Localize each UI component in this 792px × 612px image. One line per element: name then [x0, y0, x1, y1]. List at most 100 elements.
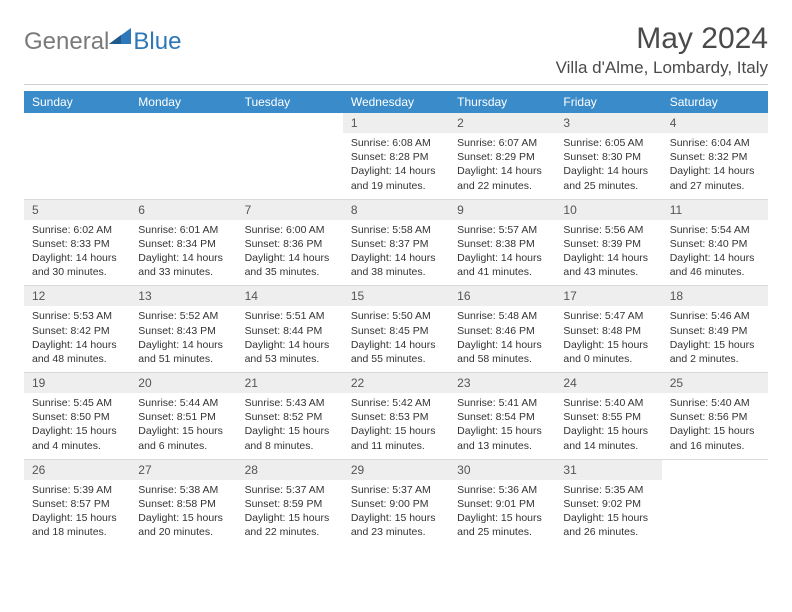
detail-line: and 25 minutes. — [457, 525, 549, 539]
detail-line: Daylight: 14 hours — [351, 251, 443, 265]
detail-line: Sunrise: 5:51 AM — [245, 309, 337, 323]
day-number-bar: 8 — [343, 200, 449, 220]
detail-line: Sunrise: 5:37 AM — [245, 483, 337, 497]
day-cell: 1 Sunrise: 6:08 AMSunset: 8:28 PMDaylight… — [343, 113, 449, 200]
detail-line: Daylight: 14 hours — [457, 164, 549, 178]
day-cell: 13Sunrise: 5:52 AMSunset: 8:43 PMDayligh… — [130, 286, 236, 373]
detail-line: and 6 minutes. — [138, 439, 230, 453]
day-number-bar: 22 — [343, 373, 449, 393]
day-number-bar: 7 — [237, 200, 343, 220]
detail-line: Sunrise: 5:50 AM — [351, 309, 443, 323]
detail-line: Sunrise: 6:08 AM — [351, 136, 443, 150]
day-number-bar: 27 — [130, 460, 236, 480]
detail-line: and 4 minutes. — [32, 439, 124, 453]
detail-line: Daylight: 15 hours — [138, 424, 230, 438]
detail-line: Sunrise: 5:56 AM — [563, 223, 655, 237]
day-details: Sunrise: 5:47 AMSunset: 8:48 PMDaylight:… — [555, 309, 661, 366]
dayname: Saturday — [662, 91, 768, 113]
day-number-bar: 14 — [237, 286, 343, 306]
day-details: Sunrise: 5:45 AMSunset: 8:50 PMDaylight:… — [24, 396, 130, 453]
day-details: Sunrise: 5:40 AMSunset: 8:55 PMDaylight:… — [555, 396, 661, 453]
logo-text-1: General — [24, 28, 109, 56]
day-cell: 19Sunrise: 5:45 AMSunset: 8:50 PMDayligh… — [24, 373, 130, 460]
detail-line: Sunset: 8:28 PM — [351, 150, 443, 164]
day-number-bar: 24 — [555, 373, 661, 393]
header-divider — [24, 84, 768, 85]
detail-line: Daylight: 15 hours — [138, 511, 230, 525]
detail-line: Sunrise: 5:40 AM — [563, 396, 655, 410]
day-cell: 12Sunrise: 5:53 AMSunset: 8:42 PMDayligh… — [24, 286, 130, 373]
day-details: Sunrise: 5:37 AMSunset: 9:00 PMDaylight:… — [343, 483, 449, 540]
detail-line: Sunset: 8:49 PM — [670, 324, 762, 338]
detail-line: and 20 minutes. — [138, 525, 230, 539]
detail-line: Daylight: 14 hours — [32, 251, 124, 265]
day-details: Sunrise: 5:52 AMSunset: 8:43 PMDaylight:… — [130, 309, 236, 366]
detail-line: and 33 minutes. — [138, 265, 230, 279]
detail-line: Sunrise: 5:43 AM — [245, 396, 337, 410]
detail-line: Sunrise: 5:54 AM — [670, 223, 762, 237]
day-details: Sunrise: 5:35 AMSunset: 9:02 PMDaylight:… — [555, 483, 661, 540]
day-number-bar: 20 — [130, 373, 236, 393]
day-number-bar: 3 — [555, 113, 661, 133]
day-number-bar: 15 — [343, 286, 449, 306]
detail-line: Sunset: 8:38 PM — [457, 237, 549, 251]
day-cell: 20 Sunrise: 5:44 AMSunset: 8:51 PMDayligh… — [130, 373, 236, 460]
detail-line: Sunrise: 6:05 AM — [563, 136, 655, 150]
detail-line: and 26 minutes. — [563, 525, 655, 539]
day-details: Sunrise: 5:44 AMSunset: 8:51 PMDaylight:… — [130, 396, 236, 453]
detail-line: Daylight: 14 hours — [457, 251, 549, 265]
detail-line: Daylight: 14 hours — [245, 251, 337, 265]
day-details: Sunrise: 6:05 AMSunset: 8:30 PMDaylight:… — [555, 136, 661, 193]
day-cell: 8Sunrise: 5:58 AMSunset: 8:37 PMDaylight… — [343, 200, 449, 287]
day-details: Sunrise: 5:46 AMSunset: 8:49 PMDaylight:… — [662, 309, 768, 366]
day-number-bar: 23 — [449, 373, 555, 393]
detail-line: Daylight: 14 hours — [563, 251, 655, 265]
day-cell: 31Sunrise: 5:35 AMSunset: 9:02 PMDayligh… — [555, 460, 661, 546]
detail-line: Sunrise: 5:47 AM — [563, 309, 655, 323]
detail-line: Sunrise: 5:46 AM — [670, 309, 762, 323]
detail-line: Sunset: 8:45 PM — [351, 324, 443, 338]
week-row: 5Sunrise: 6:02 AMSunset: 8:33 PMDaylight… — [24, 200, 768, 287]
detail-line: and 18 minutes. — [32, 525, 124, 539]
day-cell: 21Sunrise: 5:43 AMSunset: 8:52 PMDayligh… — [237, 373, 343, 460]
detail-line: Daylight: 14 hours — [245, 338, 337, 352]
day-cell: 6Sunrise: 6:01 AMSunset: 8:34 PMDaylight… — [130, 200, 236, 287]
detail-line: Daylight: 15 hours — [351, 511, 443, 525]
week-row: 12Sunrise: 5:53 AMSunset: 8:42 PMDayligh… — [24, 286, 768, 373]
detail-line: Sunrise: 5:48 AM — [457, 309, 549, 323]
day-details: Sunrise: 6:00 AMSunset: 8:36 PMDaylight:… — [237, 223, 343, 280]
detail-line: Daylight: 15 hours — [670, 338, 762, 352]
day-number-bar: 28 — [237, 460, 343, 480]
detail-line: Daylight: 15 hours — [351, 424, 443, 438]
detail-line: Daylight: 15 hours — [670, 424, 762, 438]
day-details: Sunrise: 5:38 AMSunset: 8:58 PMDaylight:… — [130, 483, 236, 540]
dayname: Thursday — [449, 91, 555, 113]
detail-line: Sunrise: 5:52 AM — [138, 309, 230, 323]
detail-line: Sunrise: 6:04 AM — [670, 136, 762, 150]
detail-line: Daylight: 15 hours — [563, 511, 655, 525]
detail-line: Sunset: 9:02 PM — [563, 497, 655, 511]
detail-line: Sunset: 8:29 PM — [457, 150, 549, 164]
day-number-bar: 2 — [449, 113, 555, 133]
detail-line: Sunrise: 6:07 AM — [457, 136, 549, 150]
day-number-bar: 1 — [343, 113, 449, 133]
dayname: Sunday — [24, 91, 130, 113]
detail-line: and 30 minutes. — [32, 265, 124, 279]
dayname: Tuesday — [237, 91, 343, 113]
detail-line: Daylight: 15 hours — [245, 424, 337, 438]
day-cell: 22Sunrise: 5:42 AMSunset: 8:53 PMDayligh… — [343, 373, 449, 460]
day-cell — [24, 113, 130, 200]
day-cell: 14Sunrise: 5:51 AMSunset: 8:44 PMDayligh… — [237, 286, 343, 373]
day-cell: 29Sunrise: 5:37 AMSunset: 9:00 PMDayligh… — [343, 460, 449, 546]
detail-line: Sunset: 8:57 PM — [32, 497, 124, 511]
detail-line: Sunset: 8:42 PM — [32, 324, 124, 338]
detail-line: Daylight: 14 hours — [563, 164, 655, 178]
detail-line: and 53 minutes. — [245, 352, 337, 366]
detail-line: Daylight: 14 hours — [351, 164, 443, 178]
calendar-grid: Sunday Monday Tuesday Wednesday Thursday… — [24, 91, 768, 545]
detail-line: Sunset: 8:48 PM — [563, 324, 655, 338]
day-details: Sunrise: 5:36 AMSunset: 9:01 PMDaylight:… — [449, 483, 555, 540]
detail-line: and 41 minutes. — [457, 265, 549, 279]
detail-line: Sunrise: 5:39 AM — [32, 483, 124, 497]
detail-line: Daylight: 15 hours — [32, 424, 124, 438]
